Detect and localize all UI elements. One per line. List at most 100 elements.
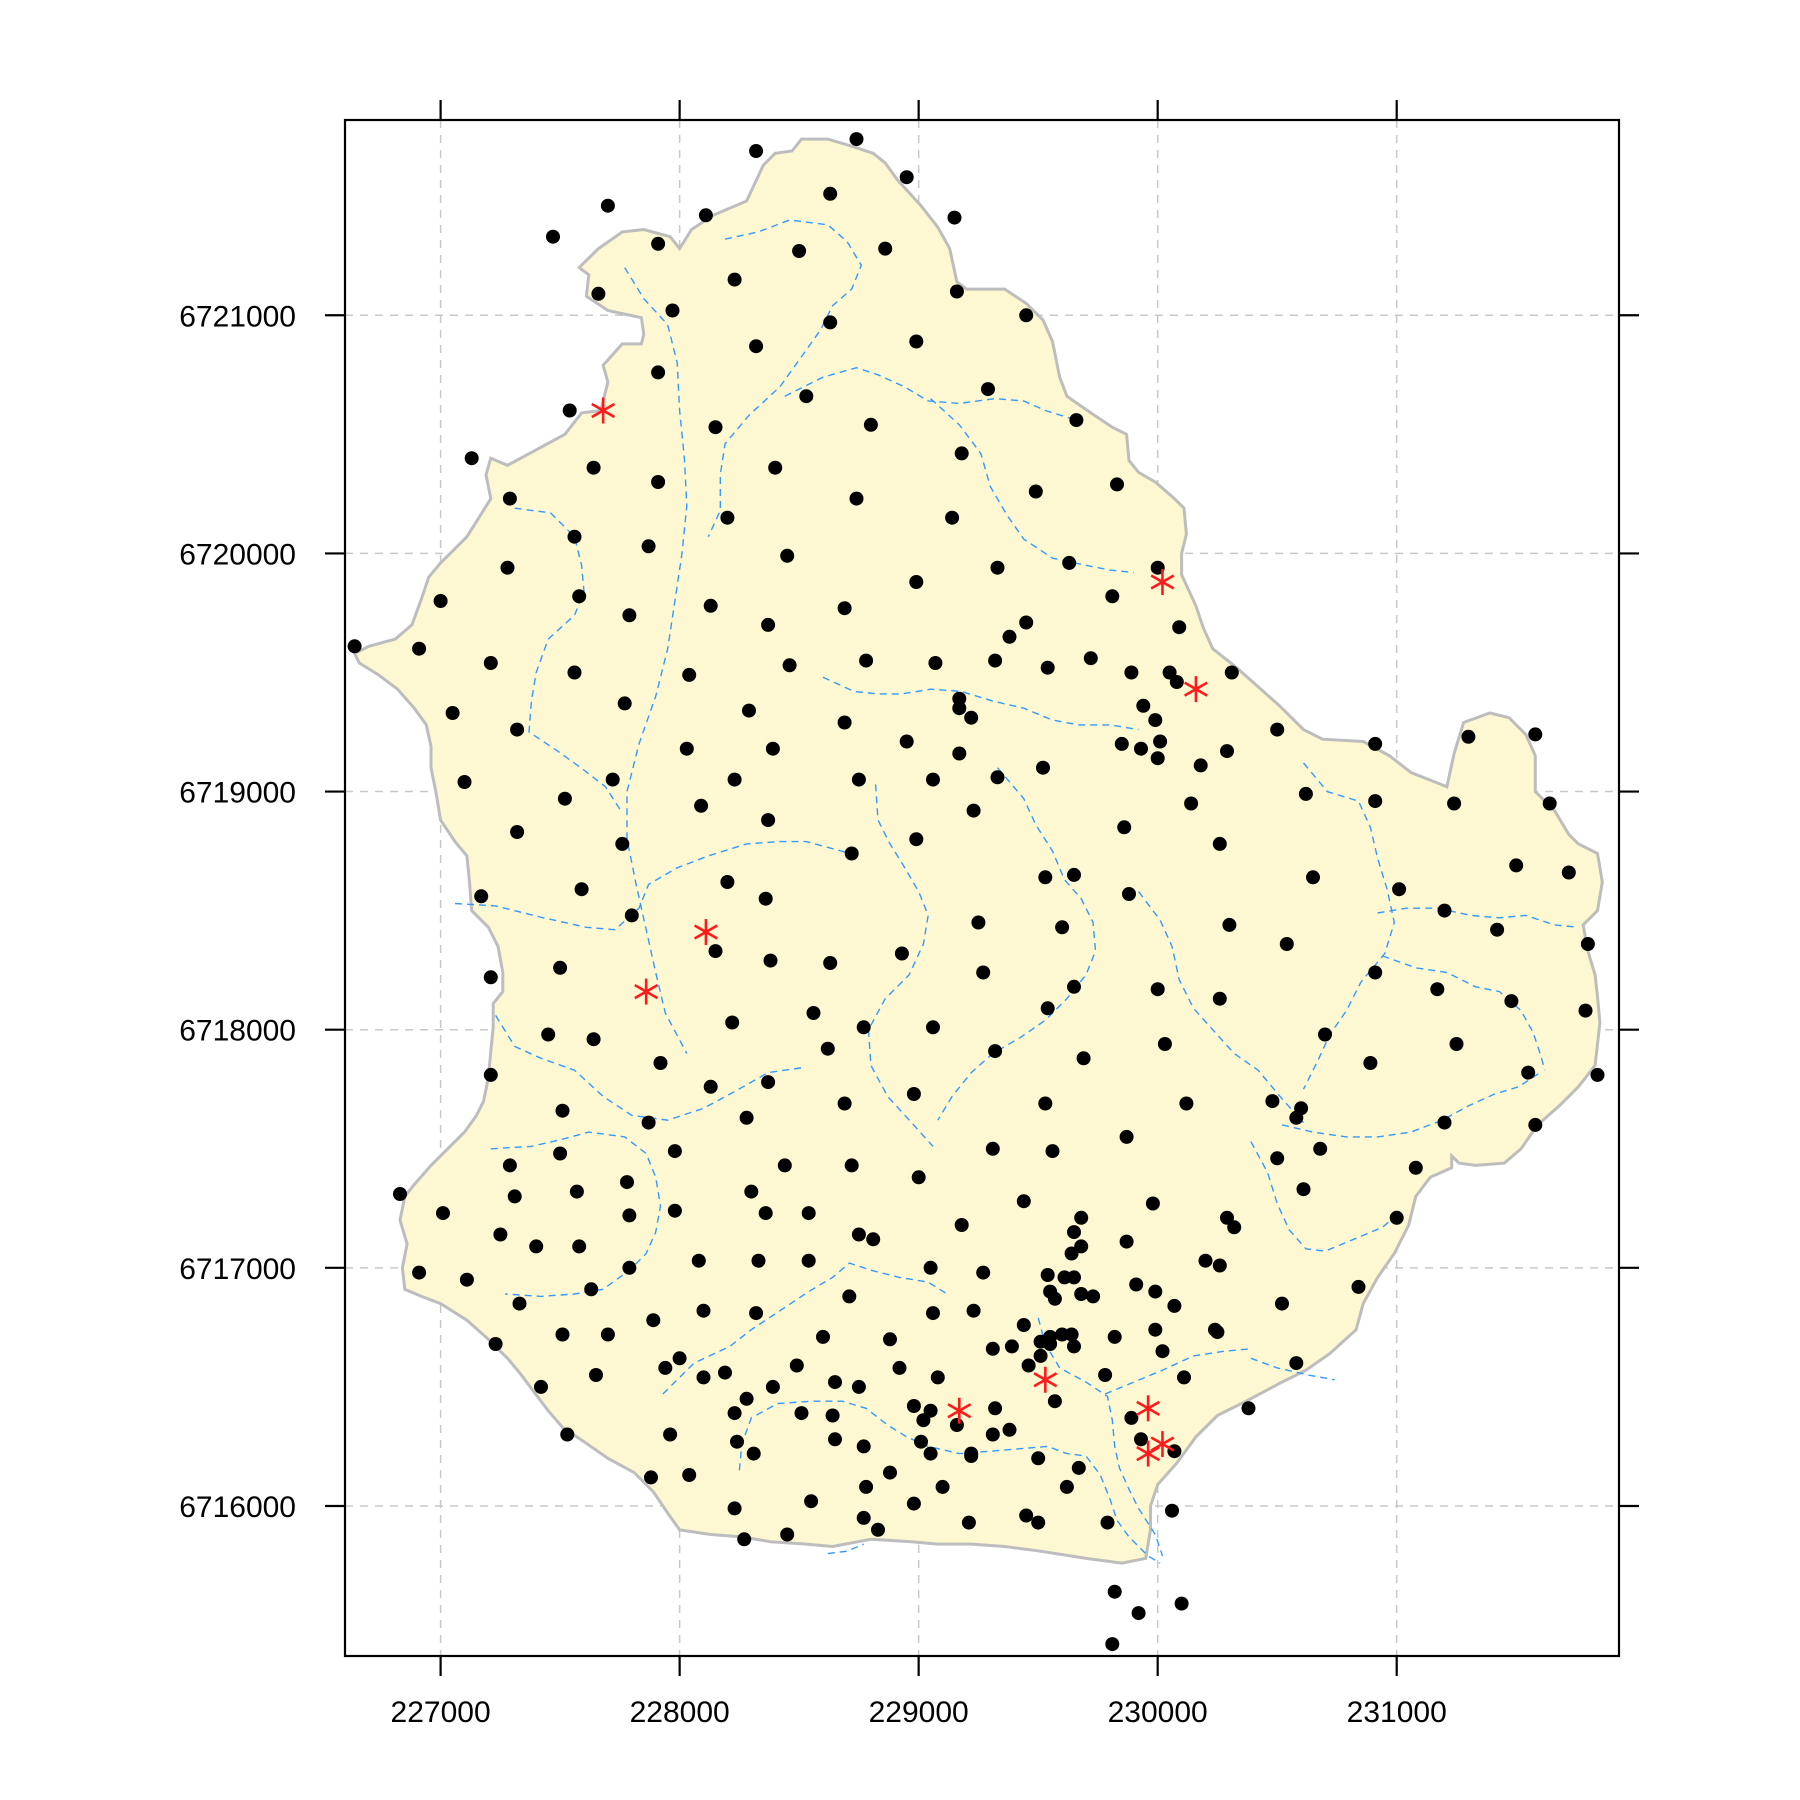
sample-point — [502, 491, 517, 506]
sample-point — [828, 1375, 842, 1390]
sample-point — [663, 1427, 678, 1442]
stream-line — [1037, 1317, 1164, 1557]
sample-point — [949, 1418, 964, 1432]
sample-point — [1153, 734, 1168, 749]
y-tick-label: 6716000 — [179, 1491, 296, 1524]
sample-point — [1222, 917, 1237, 932]
stream-line — [1250, 1141, 1398, 1252]
sample-point — [1437, 903, 1452, 918]
x-tick-label: 231000 — [1347, 1696, 1447, 1729]
x-tick-label: 227000 — [391, 1696, 491, 1729]
sample-point — [976, 1265, 991, 1280]
stream-line — [624, 267, 688, 1054]
sample-point — [667, 1144, 682, 1159]
x-tick-label: 230000 — [1108, 1696, 1208, 1729]
sample-point — [804, 1494, 819, 1509]
sample-point — [952, 746, 967, 761]
sample-point — [906, 1496, 921, 1511]
sample-point — [976, 965, 991, 980]
sample-point — [746, 1446, 761, 1461]
sample-point — [433, 594, 448, 608]
sample-point — [799, 389, 814, 404]
sample-point — [1289, 1110, 1304, 1125]
sample-points — [347, 132, 1605, 1652]
sample-point — [749, 144, 764, 158]
sample-point — [789, 1358, 804, 1373]
sample-point — [727, 772, 742, 787]
sample-point — [488, 1337, 503, 1351]
sample-point — [1220, 744, 1234, 759]
sample-point — [510, 825, 525, 839]
sample-point — [1318, 1027, 1332, 1042]
sample-point — [1033, 1334, 1048, 1349]
sample-point — [964, 1446, 979, 1461]
sample-point — [1047, 1291, 1062, 1306]
sample-point — [801, 1253, 816, 1268]
sample-point — [694, 798, 709, 813]
sample-point — [1220, 1210, 1234, 1225]
sample-point — [844, 846, 859, 861]
stream-line — [1250, 1357, 1335, 1381]
sample-point — [727, 1501, 742, 1516]
sample-point — [529, 1239, 544, 1254]
sample-point — [641, 539, 656, 554]
sample-point — [553, 1146, 568, 1161]
sample-point — [569, 1184, 584, 1199]
sample-point — [1578, 1003, 1593, 1018]
sample-point — [837, 715, 852, 730]
sample-point — [507, 1189, 522, 1204]
sample-point — [1461, 729, 1476, 744]
watershed-polygon — [352, 137, 1604, 1565]
sample-point — [792, 244, 807, 258]
sample-point — [667, 1203, 682, 1218]
sample-point — [928, 656, 943, 670]
sample-point — [1590, 1067, 1605, 1082]
sample-point — [1083, 651, 1098, 666]
stream-line — [1382, 955, 1546, 1071]
sample-point — [412, 1265, 427, 1280]
sample-point — [1040, 1001, 1055, 1016]
sample-point — [1086, 1289, 1101, 1304]
sample-point — [605, 772, 620, 787]
sample-point — [1210, 1325, 1225, 1340]
sample-point — [696, 1303, 711, 1318]
sample-point — [892, 1360, 907, 1375]
sample-point — [990, 770, 1005, 785]
asterisk-marker — [1033, 1366, 1058, 1393]
sample-point — [555, 1327, 570, 1342]
sample-point — [412, 641, 427, 656]
sample-point — [765, 1379, 780, 1394]
sample-point — [653, 1056, 668, 1070]
sample-point — [871, 1522, 885, 1537]
sample-point — [651, 365, 666, 380]
sample-point — [703, 598, 718, 613]
asterisk-marker — [591, 397, 616, 424]
sample-point — [1270, 722, 1285, 737]
sample-point — [591, 286, 606, 301]
x-tick-label: 228000 — [630, 1696, 730, 1729]
sample-point — [1021, 1358, 1036, 1373]
sample-point — [698, 208, 713, 223]
sample-point — [1145, 1196, 1160, 1211]
sample-point — [988, 1044, 1003, 1059]
sample-point — [718, 1365, 732, 1380]
sample-point — [1045, 1144, 1060, 1159]
sample-point — [758, 891, 773, 906]
stream-line — [827, 1543, 864, 1555]
sample-point — [894, 946, 909, 961]
asterisk-marker — [693, 919, 718, 946]
sample-point — [856, 1439, 871, 1454]
sample-point — [1069, 413, 1084, 428]
sample-point — [445, 706, 460, 720]
sample-point — [1019, 615, 1034, 630]
sample-point — [1105, 589, 1120, 604]
stream-line — [867, 784, 934, 1147]
stream-line — [930, 398, 1134, 574]
sample-point — [483, 656, 498, 670]
sample-point — [1162, 665, 1177, 680]
sample-point — [1067, 1339, 1081, 1354]
sample-point — [1107, 1584, 1122, 1599]
stream-line — [784, 366, 1077, 421]
sample-point — [1136, 698, 1151, 713]
sample-point — [916, 1413, 931, 1428]
